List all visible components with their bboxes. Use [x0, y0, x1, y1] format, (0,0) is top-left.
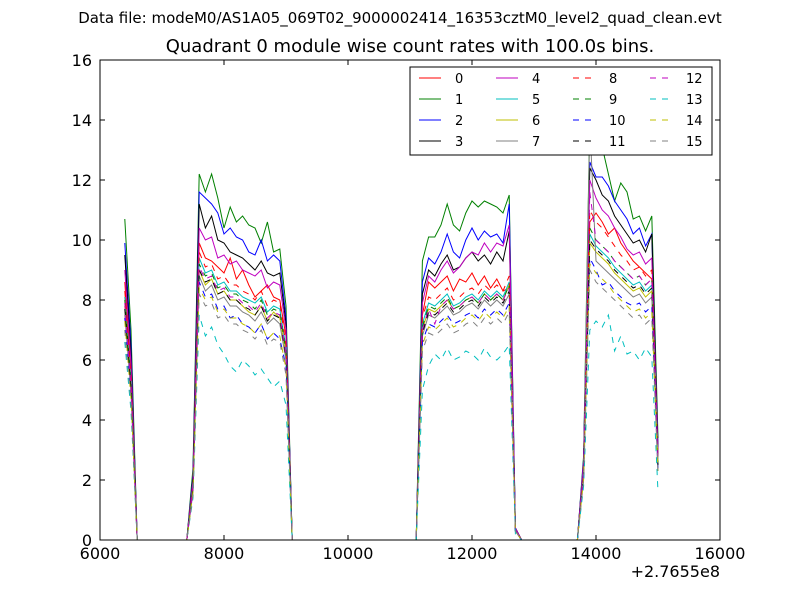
series-line-11: [124, 238, 659, 541]
series-line-6: [124, 241, 659, 541]
series-line-15: [124, 268, 659, 541]
x-tick-label: 10000: [323, 544, 374, 563]
y-tick-label: 16: [72, 51, 92, 70]
y-tick-label: 12: [72, 171, 92, 190]
series-layer: [124, 119, 659, 541]
legend-label-10: 10: [609, 114, 626, 129]
legend-box: [409, 66, 713, 156]
legend-label-3: 3: [455, 135, 463, 150]
legend-label-12: 12: [686, 72, 703, 87]
series-line-9: [124, 227, 659, 541]
legend-label-4: 4: [532, 72, 540, 87]
series-line-2: [124, 161, 659, 541]
legend-label-15: 15: [686, 135, 703, 150]
y-tick-label: 2: [82, 471, 92, 490]
x-tick-label: 12000: [447, 544, 498, 563]
y-tick-label: 10: [72, 231, 92, 250]
legend-label-7: 7: [532, 135, 540, 150]
y-tick-label: 14: [72, 111, 92, 130]
tick-layer: 6000 8000 10000 12000 14000 16000024681012141…: [72, 51, 746, 563]
legend-label-1: 1: [455, 93, 463, 108]
series-line-12: [124, 191, 659, 541]
y-tick-label: 6: [82, 351, 92, 370]
y-tick-label: 0: [82, 531, 92, 550]
x-tick-label: 6000: [80, 544, 121, 563]
x-axis-offset-label: +2.7655e8: [630, 562, 720, 581]
series-line-5: [124, 233, 659, 541]
series-line-3: [124, 167, 659, 541]
series-line-13: [124, 313, 659, 541]
legend-label-5: 5: [532, 93, 540, 108]
series-line-7: [124, 122, 659, 541]
legend-label-2: 2: [455, 114, 463, 129]
legend-label-9: 9: [609, 93, 617, 108]
series-line-0: [124, 212, 659, 541]
data-file-title: Data file: modeM0/AS1A05_069T02_90000024…: [78, 9, 722, 27]
legend-label-6: 6: [532, 114, 540, 129]
y-tick-label: 4: [82, 411, 92, 430]
y-tick-label: 8: [82, 291, 92, 310]
series-line-8: [124, 209, 659, 541]
legend-label-11: 11: [609, 135, 626, 150]
series-line-4: [124, 179, 659, 541]
legend-label-0: 0: [455, 72, 463, 87]
x-tick-label: 16000: [695, 544, 746, 563]
x-tick-label: 14000: [571, 544, 622, 563]
legend-label-13: 13: [686, 93, 703, 108]
series-line-10: [124, 257, 659, 541]
series-line-1: [124, 119, 659, 541]
legend-label-8: 8: [609, 72, 617, 87]
legend-label-14: 14: [686, 114, 703, 129]
x-tick-label: 8000: [204, 544, 245, 563]
chart-title: Quadrant 0 module wise count rates with …: [165, 36, 655, 57]
